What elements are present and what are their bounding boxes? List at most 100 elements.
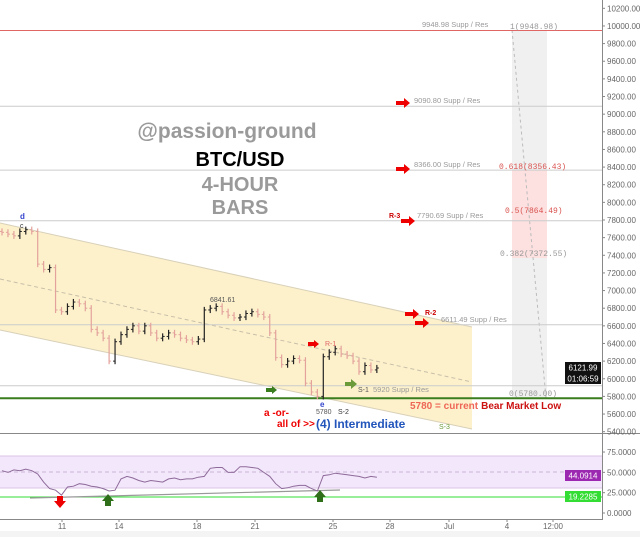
price-tick-label: 7800.00	[607, 216, 636, 225]
green-arrows	[266, 379, 357, 394]
red-arrows	[308, 98, 429, 348]
price-bar	[196, 335, 201, 345]
price-bar	[29, 226, 34, 235]
price-tick-label: 9600.00	[607, 57, 636, 66]
price-bar	[321, 353, 326, 400]
price-bar	[261, 311, 266, 321]
price-tick-label: 5400.00	[607, 428, 636, 437]
price-bar	[95, 326, 100, 336]
price-bar	[279, 354, 284, 368]
time-tick-label: 18	[193, 522, 202, 531]
price-channel	[0, 223, 472, 429]
watermark-symbol: BTC/USD	[196, 149, 285, 171]
price-tick-label: 7000.00	[607, 287, 636, 296]
price-tick-label: 7600.00	[607, 234, 636, 243]
price-bar	[190, 336, 195, 345]
countdown-tag	[565, 373, 601, 384]
level-label-9948: 9948.98 Supp / Res	[422, 20, 489, 29]
price-bar	[148, 322, 153, 336]
price-tick-label: 7400.00	[607, 251, 636, 260]
price-bar	[267, 313, 272, 336]
time-tick-label: Jul	[444, 522, 454, 531]
channel-lower-line	[0, 329, 473, 430]
price-bar	[71, 298, 76, 310]
price-tick-label: 8000.00	[607, 198, 636, 207]
price-bar	[362, 362, 367, 375]
price-bar	[89, 305, 94, 333]
rsi-axis[interactable]: 75.0000 50.0000 25.0000 0.0000	[602, 448, 636, 518]
rsi-value-tag	[565, 470, 601, 481]
price-bar	[327, 349, 332, 360]
arrow-up-icon	[314, 490, 326, 502]
price-bar	[291, 355, 296, 365]
price-tick-label: 10000.00	[607, 22, 640, 31]
price-bar	[136, 322, 141, 335]
r3-label: R-3	[389, 213, 400, 220]
price-tick-label: 8400.00	[607, 163, 636, 172]
price-bar	[178, 331, 183, 342]
r1-label: R-1	[325, 341, 336, 348]
wave-4-label: (4) Intermediate	[316, 417, 406, 431]
s3-label: S-3	[439, 424, 450, 431]
price-bar	[17, 228, 22, 239]
level-label-8366: 8366.00 Supp / Res	[414, 160, 481, 169]
price-tick-label: 8600.00	[607, 145, 636, 154]
price-bar	[208, 305, 213, 314]
price-bar	[53, 264, 58, 314]
level-label-7790: 7790.69 Supp / Res	[417, 211, 484, 220]
price-bar	[232, 312, 237, 321]
price-bar	[59, 306, 64, 315]
arrow-right-icon	[415, 318, 429, 328]
price-tick-label: 5600.00	[607, 410, 636, 419]
level-label-6611: 6611.49 Supp / Res	[441, 315, 507, 324]
price-bar	[119, 331, 123, 345]
time-tick-label: 4	[505, 522, 510, 531]
time-tick-label: 25	[329, 522, 338, 531]
price-bar	[309, 380, 314, 396]
price-tick-label: 10200.00	[607, 4, 640, 13]
price-bar	[368, 362, 373, 374]
price-bar	[41, 261, 46, 273]
price-bar	[303, 357, 308, 387]
level-label-5920: 5920 Supp / Res	[373, 385, 429, 394]
price-tick-label: 5800.00	[607, 392, 636, 401]
price-bar	[47, 264, 52, 273]
price-tick-label: 8200.00	[607, 181, 636, 190]
rsi-trendline	[29, 489, 341, 499]
price-tick-label: 6600.00	[607, 322, 636, 331]
price-bar	[285, 358, 290, 368]
rsi-tick-label: 75.0000	[607, 448, 636, 457]
price-bar	[273, 329, 278, 361]
price-axis[interactable]: 10200.00 10000.00 9800.00 9600.00 9400.00 920…	[602, 4, 640, 437]
bear-low-suffix: Bear Market Low	[481, 401, 561, 412]
price-bar	[333, 345, 338, 356]
arrow-down-icon	[54, 496, 66, 508]
rsi-support-value: 19.2285	[569, 493, 598, 502]
price-tick-label: 9000.00	[607, 110, 636, 119]
arrow-right-icon	[308, 340, 319, 348]
fib-trend-line	[511, 29, 547, 399]
price-bar	[297, 355, 302, 364]
bear-low-prefix: 5780 = current	[410, 401, 479, 412]
price-bar	[202, 306, 207, 343]
price-bar	[83, 300, 88, 312]
price-bar	[113, 338, 118, 365]
rsi-tick-label: 25.0000	[607, 489, 636, 498]
time-tick-label: 12:00	[543, 522, 564, 531]
channel-upper-line	[0, 222, 473, 328]
price-bar	[101, 329, 106, 342]
price-bar	[255, 308, 260, 318]
arrow-right-icon	[401, 216, 415, 226]
fib-label-1: 1(9948.98)	[510, 23, 558, 32]
arrow-right-icon	[396, 98, 410, 108]
time-axis[interactable]: 11 14 18 21 25 28 Jul 4 12:00	[58, 519, 564, 531]
price-bar	[142, 322, 147, 335]
bear-market-low-note: 5780 = current Bear Market Low	[410, 401, 561, 412]
price-bar	[339, 345, 344, 358]
price-tick-label: 6000.00	[607, 375, 636, 384]
price-bars	[0, 226, 379, 400]
price-bar	[124, 326, 129, 338]
s1-label: S-1	[358, 387, 369, 394]
price-bar	[172, 329, 177, 338]
